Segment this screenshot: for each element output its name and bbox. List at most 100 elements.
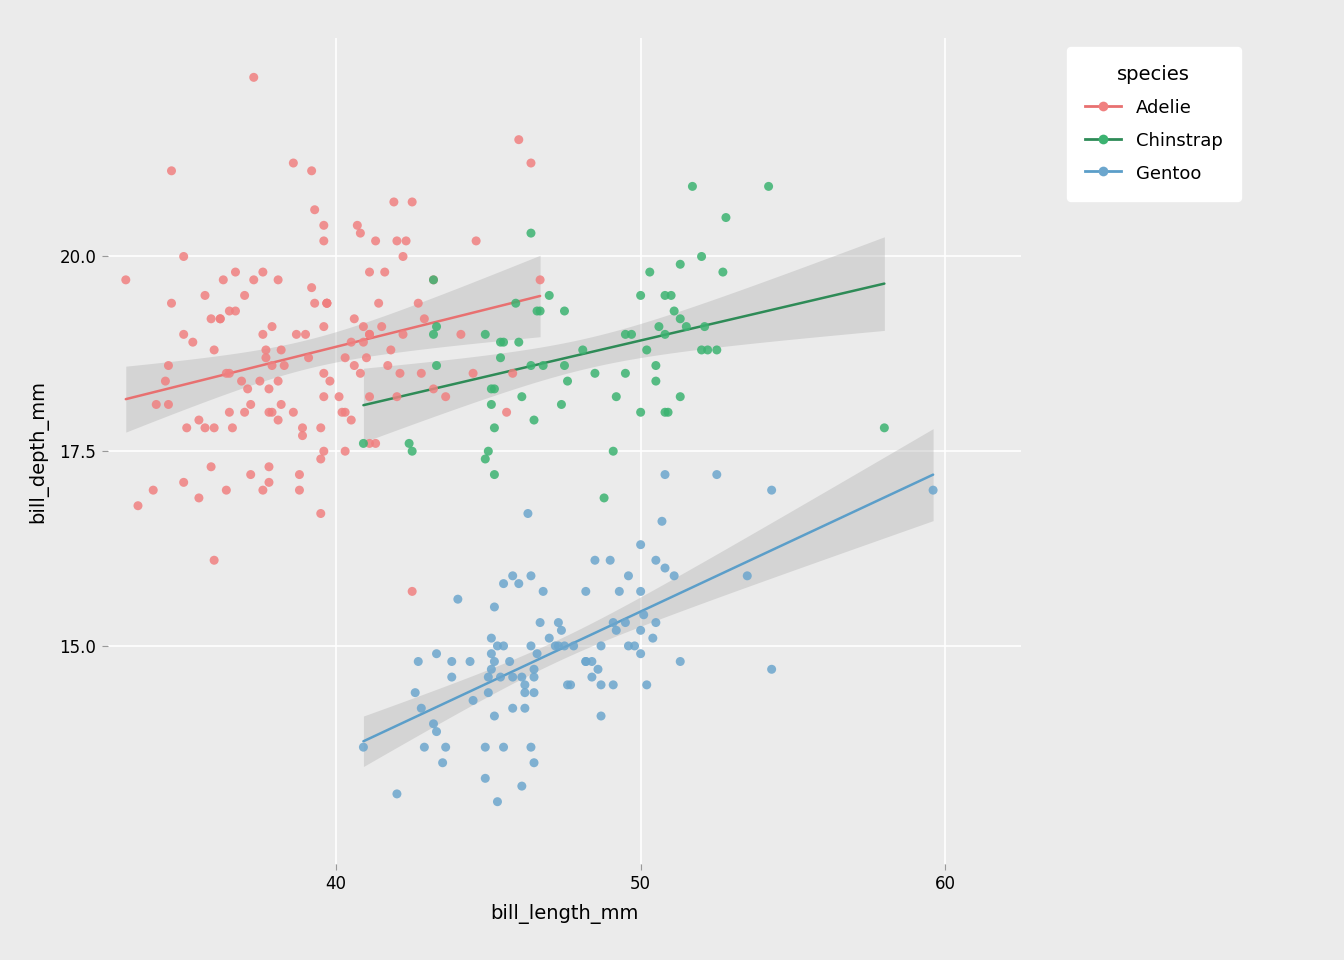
Point	[642, 631, 664, 646]
Point	[200, 311, 222, 326]
Point	[554, 303, 575, 319]
Point	[530, 303, 551, 319]
Point	[426, 724, 448, 739]
Point	[435, 739, 457, 755]
Point	[195, 288, 216, 303]
Point	[316, 296, 337, 311]
Point	[669, 654, 691, 669]
Point	[487, 794, 508, 809]
Point	[431, 756, 453, 771]
Point	[335, 404, 356, 420]
Point	[539, 288, 560, 303]
Point	[258, 404, 280, 420]
Point	[554, 358, 575, 373]
Point	[630, 584, 652, 599]
Point	[441, 669, 462, 684]
Point	[481, 661, 503, 677]
Point	[645, 614, 667, 630]
Point	[450, 326, 472, 342]
Point	[392, 249, 414, 264]
Legend: Adelie, Chinstrap, Gentoo: Adelie, Chinstrap, Gentoo	[1067, 47, 1241, 201]
Point	[501, 669, 523, 684]
Point	[575, 654, 597, 669]
Point	[547, 638, 569, 654]
Point	[426, 319, 448, 334]
Point	[573, 343, 594, 358]
Point	[270, 396, 292, 412]
Point	[523, 661, 544, 677]
Point	[655, 467, 676, 482]
Point	[460, 654, 481, 669]
Point	[655, 288, 676, 303]
Point	[392, 326, 414, 342]
Point	[501, 568, 523, 584]
Point	[715, 210, 737, 226]
Point	[698, 343, 719, 358]
Point	[484, 420, 505, 436]
Point	[614, 614, 636, 630]
Point	[657, 404, 679, 420]
Point	[173, 249, 195, 264]
Point	[633, 607, 655, 622]
Point	[301, 280, 323, 296]
Point	[691, 343, 712, 358]
Point	[289, 483, 310, 498]
Point	[188, 491, 210, 506]
Point	[462, 366, 484, 381]
Point	[294, 326, 316, 342]
Point	[477, 685, 499, 701]
Point	[195, 420, 216, 436]
Point	[501, 701, 523, 716]
Point	[289, 467, 310, 482]
Point	[267, 373, 289, 389]
Point	[423, 381, 445, 396]
Point	[539, 631, 560, 646]
Point	[712, 264, 734, 279]
Point	[398, 436, 419, 451]
Point	[606, 389, 628, 404]
Point	[210, 311, 231, 326]
Point	[520, 156, 542, 171]
Point	[405, 685, 426, 701]
Point	[219, 366, 241, 381]
Point	[386, 233, 407, 249]
Point	[481, 646, 503, 661]
Point	[332, 404, 353, 420]
Point	[477, 444, 499, 459]
Point	[505, 296, 527, 311]
Point	[527, 303, 548, 319]
Point	[590, 638, 612, 654]
Point	[758, 179, 780, 194]
Point	[645, 358, 667, 373]
Point	[157, 396, 179, 412]
Point	[477, 669, 499, 684]
Point	[489, 334, 511, 349]
Point	[602, 444, 624, 459]
Point	[761, 483, 782, 498]
Point	[390, 366, 411, 381]
Point	[298, 350, 320, 366]
Point	[335, 350, 356, 366]
Point	[441, 654, 462, 669]
Point	[493, 334, 515, 349]
Point	[517, 506, 539, 521]
Point	[219, 404, 241, 420]
Point	[652, 514, 673, 529]
Point	[310, 506, 332, 521]
Point	[435, 389, 457, 404]
Point	[414, 739, 435, 755]
Point	[556, 677, 578, 692]
Point	[313, 233, 335, 249]
Point	[676, 319, 698, 334]
Point	[621, 326, 642, 342]
Point	[243, 273, 265, 288]
Point	[636, 677, 657, 692]
Point	[474, 326, 496, 342]
Point	[523, 685, 544, 701]
Point	[523, 669, 544, 684]
Point	[645, 373, 667, 389]
Point	[335, 444, 356, 459]
Point	[161, 296, 183, 311]
Point	[286, 326, 308, 342]
Point	[261, 358, 282, 373]
